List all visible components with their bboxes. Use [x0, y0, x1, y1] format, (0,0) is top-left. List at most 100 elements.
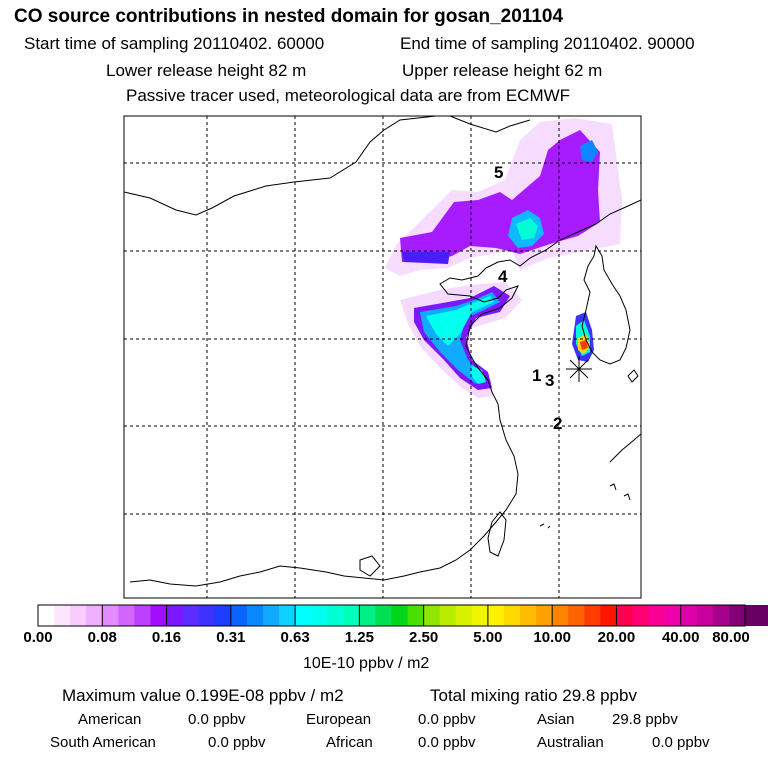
- colorbar-tick-label: 2.50: [409, 629, 439, 646]
- colorbar-swatch: [471, 605, 489, 626]
- start-time-label: Start time of sampling 20110402. 60000: [24, 34, 325, 53]
- colorbar-swatch: [198, 605, 216, 626]
- colorbar-swatch: [359, 605, 376, 626]
- australian-value: 0.0 ppbv: [652, 734, 710, 751]
- australian-label: Australian: [537, 734, 604, 751]
- upper-release-height: Upper release height 62 m: [402, 61, 603, 80]
- colorbar-swatch: [295, 605, 312, 626]
- colorbar-tick-label: 10.00: [533, 629, 571, 646]
- colorbar-swatch: [214, 605, 232, 626]
- plume-ne-blue: [580, 140, 598, 162]
- coastline-bohai: [485, 199, 641, 269]
- colorbar-swatch: [503, 605, 521, 626]
- lower-release-height: Lower release height 82 m: [106, 61, 307, 80]
- european-label: European: [306, 711, 372, 728]
- colorbar: [37, 604, 768, 627]
- colorbar-tick-label: 0.16: [151, 629, 182, 646]
- colorbar-swatch: [150, 605, 168, 626]
- coastline-islands: [539, 483, 631, 529]
- coastline-japan: [609, 369, 641, 463]
- end-time-label: End time of sampling 20110402. 90000: [400, 34, 695, 53]
- colorbar-border: [37, 604, 746, 627]
- colorbar-swatch: [552, 605, 569, 626]
- colorbar-swatch: [600, 605, 617, 626]
- site-label-1: 1: [532, 366, 541, 385]
- colorbar-swatch: [246, 605, 264, 626]
- site-label-4: 4: [498, 267, 508, 286]
- colorbar-swatch: [262, 605, 280, 626]
- colorbar-swatch: [616, 605, 634, 626]
- plume-north-cyan: [516, 218, 538, 240]
- colorbar-swatch: [70, 605, 87, 626]
- colorbar-swatch: [455, 605, 473, 626]
- coastline-china-east: [129, 267, 519, 587]
- african-label: African: [326, 734, 373, 751]
- colorbar-swatch: [86, 605, 103, 626]
- colorbar-swatch: [102, 605, 119, 626]
- grid-lines: [124, 116, 641, 598]
- coastline-taiwan: [487, 511, 507, 557]
- colorbar-swatch: [230, 605, 248, 626]
- colorbar-swatch: [375, 605, 392, 626]
- total-mixing-label: Total mixing ratio 29.8 ppbv: [430, 686, 637, 705]
- colorbar-tick-label: 80.00: [712, 629, 750, 646]
- colorbar-tick-label: 0.31: [216, 629, 246, 646]
- colorbar-swatch: [311, 605, 328, 626]
- plume-south-cyan: [426, 296, 494, 346]
- american-value: 0.0 ppbv: [188, 711, 246, 728]
- asian-label: Asian: [537, 711, 575, 728]
- colorbar-swatch: [728, 605, 746, 626]
- colorbar-swatch: [118, 605, 135, 626]
- coastline-north: [124, 116, 437, 216]
- colorbar-swatch: [536, 605, 553, 626]
- tracer-note: Passive tracer used, meteorological data…: [126, 86, 571, 105]
- colorbar-swatch: [38, 605, 55, 626]
- colorbar-unit: 10E-10 ppbv / m2: [303, 655, 430, 672]
- colorbar-swatch: [584, 605, 601, 626]
- colorbar-swatch: [696, 605, 714, 626]
- site-label-2: 2: [553, 414, 562, 433]
- colorbar-tick-label: 20.00: [597, 629, 636, 646]
- colorbar-swatch: [712, 605, 730, 626]
- coastline-hainan: [359, 555, 381, 577]
- colorbar-swatch: [680, 605, 698, 626]
- colorbar-tick-label: 40.00: [661, 629, 700, 646]
- south-american-label: South American: [50, 734, 156, 751]
- colorbar-tick-label: 5.00: [473, 629, 503, 646]
- plume-north-core: [402, 252, 450, 264]
- plume-layer: [385, 118, 622, 398]
- american-label: American: [78, 711, 142, 728]
- european-value: 0.0 ppbv: [418, 711, 476, 728]
- site-label-5: 5: [494, 163, 503, 182]
- colorbar-swatch: [648, 605, 666, 626]
- african-value: 0.0 ppbv: [418, 734, 476, 751]
- colorbar-swatch: [54, 605, 71, 626]
- colorbar-swatch: [343, 605, 360, 626]
- colorbar-swatch: [391, 605, 409, 626]
- colorbar-swatch: [279, 605, 296, 626]
- colorbar-swatch: [520, 605, 537, 626]
- map-frame: [123, 115, 642, 599]
- colorbar-swatch: [327, 605, 344, 626]
- colorbar-swatch: [568, 605, 585, 626]
- colorbar-swatch: [423, 605, 441, 626]
- colorbar-swatch: [632, 605, 650, 626]
- coastlines: [124, 116, 641, 587]
- colorbar-swatch: [664, 605, 682, 626]
- colorbar-tick-label: 0.08: [87, 629, 117, 646]
- page-title: CO source contributions in nested domain…: [14, 6, 564, 27]
- colorbar-swatch: [745, 605, 768, 626]
- south-american-value: 0.0 ppbv: [208, 734, 266, 751]
- receptor-marker: [566, 356, 592, 382]
- colorbar-swatch: [134, 605, 151, 626]
- plume-korea-red: [580, 340, 588, 350]
- asian-value: 29.8 ppbv: [612, 711, 678, 728]
- colorbar-swatch: [166, 605, 184, 626]
- coastline-korea-border: [449, 116, 531, 133]
- colorbar-tick-label: 1.25: [344, 629, 374, 646]
- coastline-korea: [581, 244, 631, 365]
- plume-south-cyan-2: [470, 366, 486, 384]
- colorbar-swatch: [487, 605, 505, 626]
- colorbar-swatch: [407, 605, 425, 626]
